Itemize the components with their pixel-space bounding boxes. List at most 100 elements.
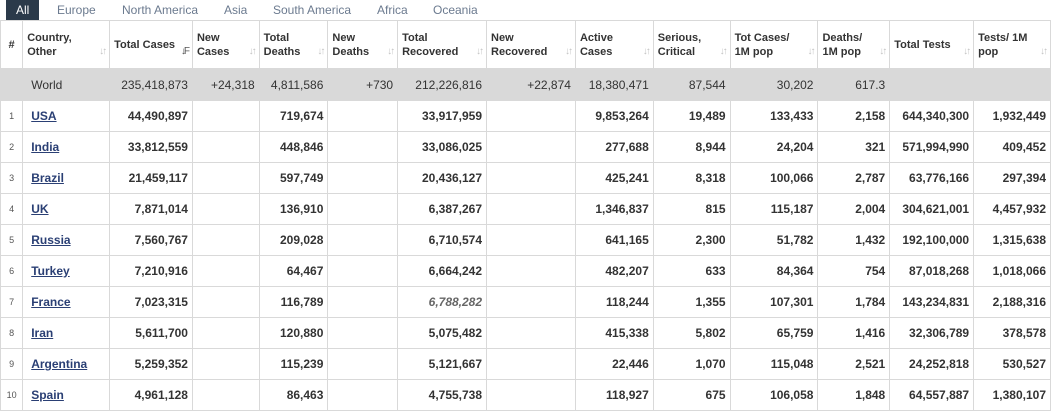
cell-active-cases: 641,165 — [574, 224, 654, 256]
tab-europe[interactable]: Europe — [57, 3, 96, 17]
table-row: 7 France 7,023,315 116,789 6,788,282 118,244 1… — [0, 286, 1051, 318]
cell-serious: 1,070 — [652, 348, 731, 380]
cell-cases-1m: 115,048 — [729, 348, 819, 380]
country-link[interactable]: Argentina — [31, 357, 88, 371]
cell-total-cases: 5,611,700 — [109, 317, 193, 349]
column-header-new-cases[interactable]: New Cases ↓↑ — [191, 20, 260, 69]
row-rank: 8 — [0, 317, 24, 349]
cell-total-deaths: 448,846 — [258, 131, 329, 163]
cell-tests-1m: 4,457,932 — [973, 193, 1051, 225]
cell-serious: 633 — [652, 255, 731, 287]
cell-new-recovered — [486, 100, 576, 132]
cell-total-cases: 44,490,897 — [109, 100, 193, 132]
cell-total-tests: 64,557,887 — [889, 379, 975, 411]
world-tests-per-1m — [973, 68, 1051, 101]
cell-deaths-1m: 1,432 — [817, 224, 891, 256]
world-total-recovered: 212,226,816 — [397, 68, 488, 101]
column-header-new-recovered[interactable]: New Recovered ↓↑ — [486, 20, 576, 69]
column-header-new-deaths[interactable]: New Deaths ↓↑ — [327, 20, 399, 69]
cell-new-recovered — [486, 193, 576, 225]
world-new-cases: +24,318 — [191, 68, 260, 101]
country-link[interactable]: India — [31, 140, 60, 154]
column-header-total-tests[interactable]: Total Tests ↓↑ — [889, 20, 975, 69]
cell-active-cases: 118,927 — [574, 379, 654, 411]
column-header-total-cases[interactable]: Total Cases ↓F — [109, 20, 193, 69]
cell-new-cases — [191, 317, 260, 349]
column-header-serious-critical[interactable]: Serious, Critical ↓↑ — [652, 20, 731, 69]
cell-total-tests: 63,776,166 — [889, 162, 975, 194]
cell-new-cases — [191, 348, 260, 380]
country-link[interactable]: USA — [31, 109, 57, 123]
country-cell: France — [22, 286, 111, 318]
cell-deaths-1m: 2,004 — [817, 193, 891, 225]
table-row: 8 Iran 5,611,700 120,880 5,075,482 415,338 5,8… — [0, 317, 1051, 349]
cell-new-recovered — [486, 379, 576, 411]
country-link[interactable]: Brazil — [31, 171, 64, 185]
tab-north-america[interactable]: North America — [122, 3, 199, 17]
cell-total-tests: 32,306,789 — [889, 317, 975, 349]
sort-icon: ↓↑ — [1040, 46, 1048, 57]
row-rank: 3 — [0, 162, 24, 194]
cell-new-recovered — [486, 224, 576, 256]
cell-new-deaths — [327, 286, 399, 318]
column-header-rank[interactable]: # — [0, 20, 24, 69]
sort-icon: ↓↑ — [642, 46, 651, 57]
country-link[interactable]: Turkey — [31, 264, 70, 278]
world-label: World — [22, 68, 111, 101]
row-rank: 9 — [0, 348, 24, 380]
row-rank: 1 — [0, 100, 24, 132]
country-link[interactable]: Russia — [31, 233, 71, 247]
country-link[interactable]: Spain — [31, 388, 64, 402]
country-link[interactable]: UK — [31, 202, 49, 216]
cell-deaths-1m: 2,158 — [817, 100, 891, 132]
country-link[interactable]: Iran — [31, 326, 54, 340]
cell-tests-1m: 1,932,449 — [973, 100, 1051, 132]
table-row: 4 UK 7,871,014 136,910 6,387,267 1,346,837 815… — [0, 193, 1051, 225]
cell-total-recovered: 33,086,025 — [397, 131, 488, 163]
cell-deaths-1m: 1,848 — [817, 379, 891, 411]
cell-cases-1m: 115,187 — [729, 193, 819, 225]
cell-total-deaths: 115,239 — [258, 348, 329, 380]
tab-south-america[interactable]: South America — [273, 3, 352, 17]
cell-serious: 675 — [652, 379, 731, 411]
cell-new-cases — [191, 100, 260, 132]
column-header-tests-per-1m[interactable]: Tests/ 1M pop ↓↑ — [973, 20, 1051, 69]
world-new-deaths: +730 — [327, 68, 399, 101]
cell-total-deaths: 116,789 — [258, 286, 329, 318]
cell-total-recovered: 33,917,959 — [397, 100, 488, 132]
tab-all[interactable]: All — [6, 0, 40, 20]
cell-new-recovered — [486, 131, 576, 163]
tab-oceania[interactable]: Oceania — [433, 3, 478, 17]
cell-new-recovered — [486, 317, 576, 349]
tab-africa[interactable]: Africa — [377, 3, 408, 17]
cell-new-deaths — [327, 379, 399, 411]
cell-total-recovered: 20,436,127 — [397, 162, 488, 194]
sort-icon: ↓↑ — [317, 46, 325, 57]
cell-new-cases — [191, 224, 260, 256]
cell-total-tests: 24,252,818 — [889, 348, 975, 380]
row-rank: 7 — [0, 286, 24, 318]
tab-asia[interactable]: Asia — [224, 3, 248, 17]
country-cell: Brazil — [22, 162, 111, 194]
cell-total-deaths: 719,674 — [258, 100, 329, 132]
cell-active-cases: 118,244 — [574, 286, 654, 318]
cell-serious: 1,355 — [652, 286, 731, 318]
cell-new-cases — [191, 286, 260, 318]
country-link[interactable]: France — [31, 295, 71, 309]
cell-cases-1m: 100,066 — [729, 162, 819, 194]
country-cell: India — [22, 131, 111, 163]
sort-icon: ↓↑ — [476, 46, 484, 57]
cell-total-cases: 7,210,916 — [109, 255, 193, 287]
sort-icon: ↓↑ — [963, 46, 971, 57]
cell-active-cases: 1,346,837 — [574, 193, 654, 225]
column-header-total-deaths[interactable]: Total Deaths ↓↑ — [258, 20, 329, 69]
column-header-cases-per-1m[interactable]: Tot Cases/ 1M pop ↓↑ — [729, 20, 819, 69]
column-header-deaths-per-1m[interactable]: Deaths/ 1M pop ↓↑ — [817, 20, 891, 69]
cell-deaths-1m: 2,521 — [817, 348, 891, 380]
cell-active-cases: 277,688 — [574, 131, 654, 163]
cell-new-deaths — [327, 224, 399, 256]
column-header-active-cases[interactable]: Active Cases ↓↑ — [574, 20, 654, 69]
cell-cases-1m: 133,433 — [729, 100, 819, 132]
column-header-country[interactable]: Country, Other ↓↑ — [22, 20, 111, 69]
column-header-total-recovered[interactable]: Total Recovered ↓↑ — [397, 20, 488, 69]
